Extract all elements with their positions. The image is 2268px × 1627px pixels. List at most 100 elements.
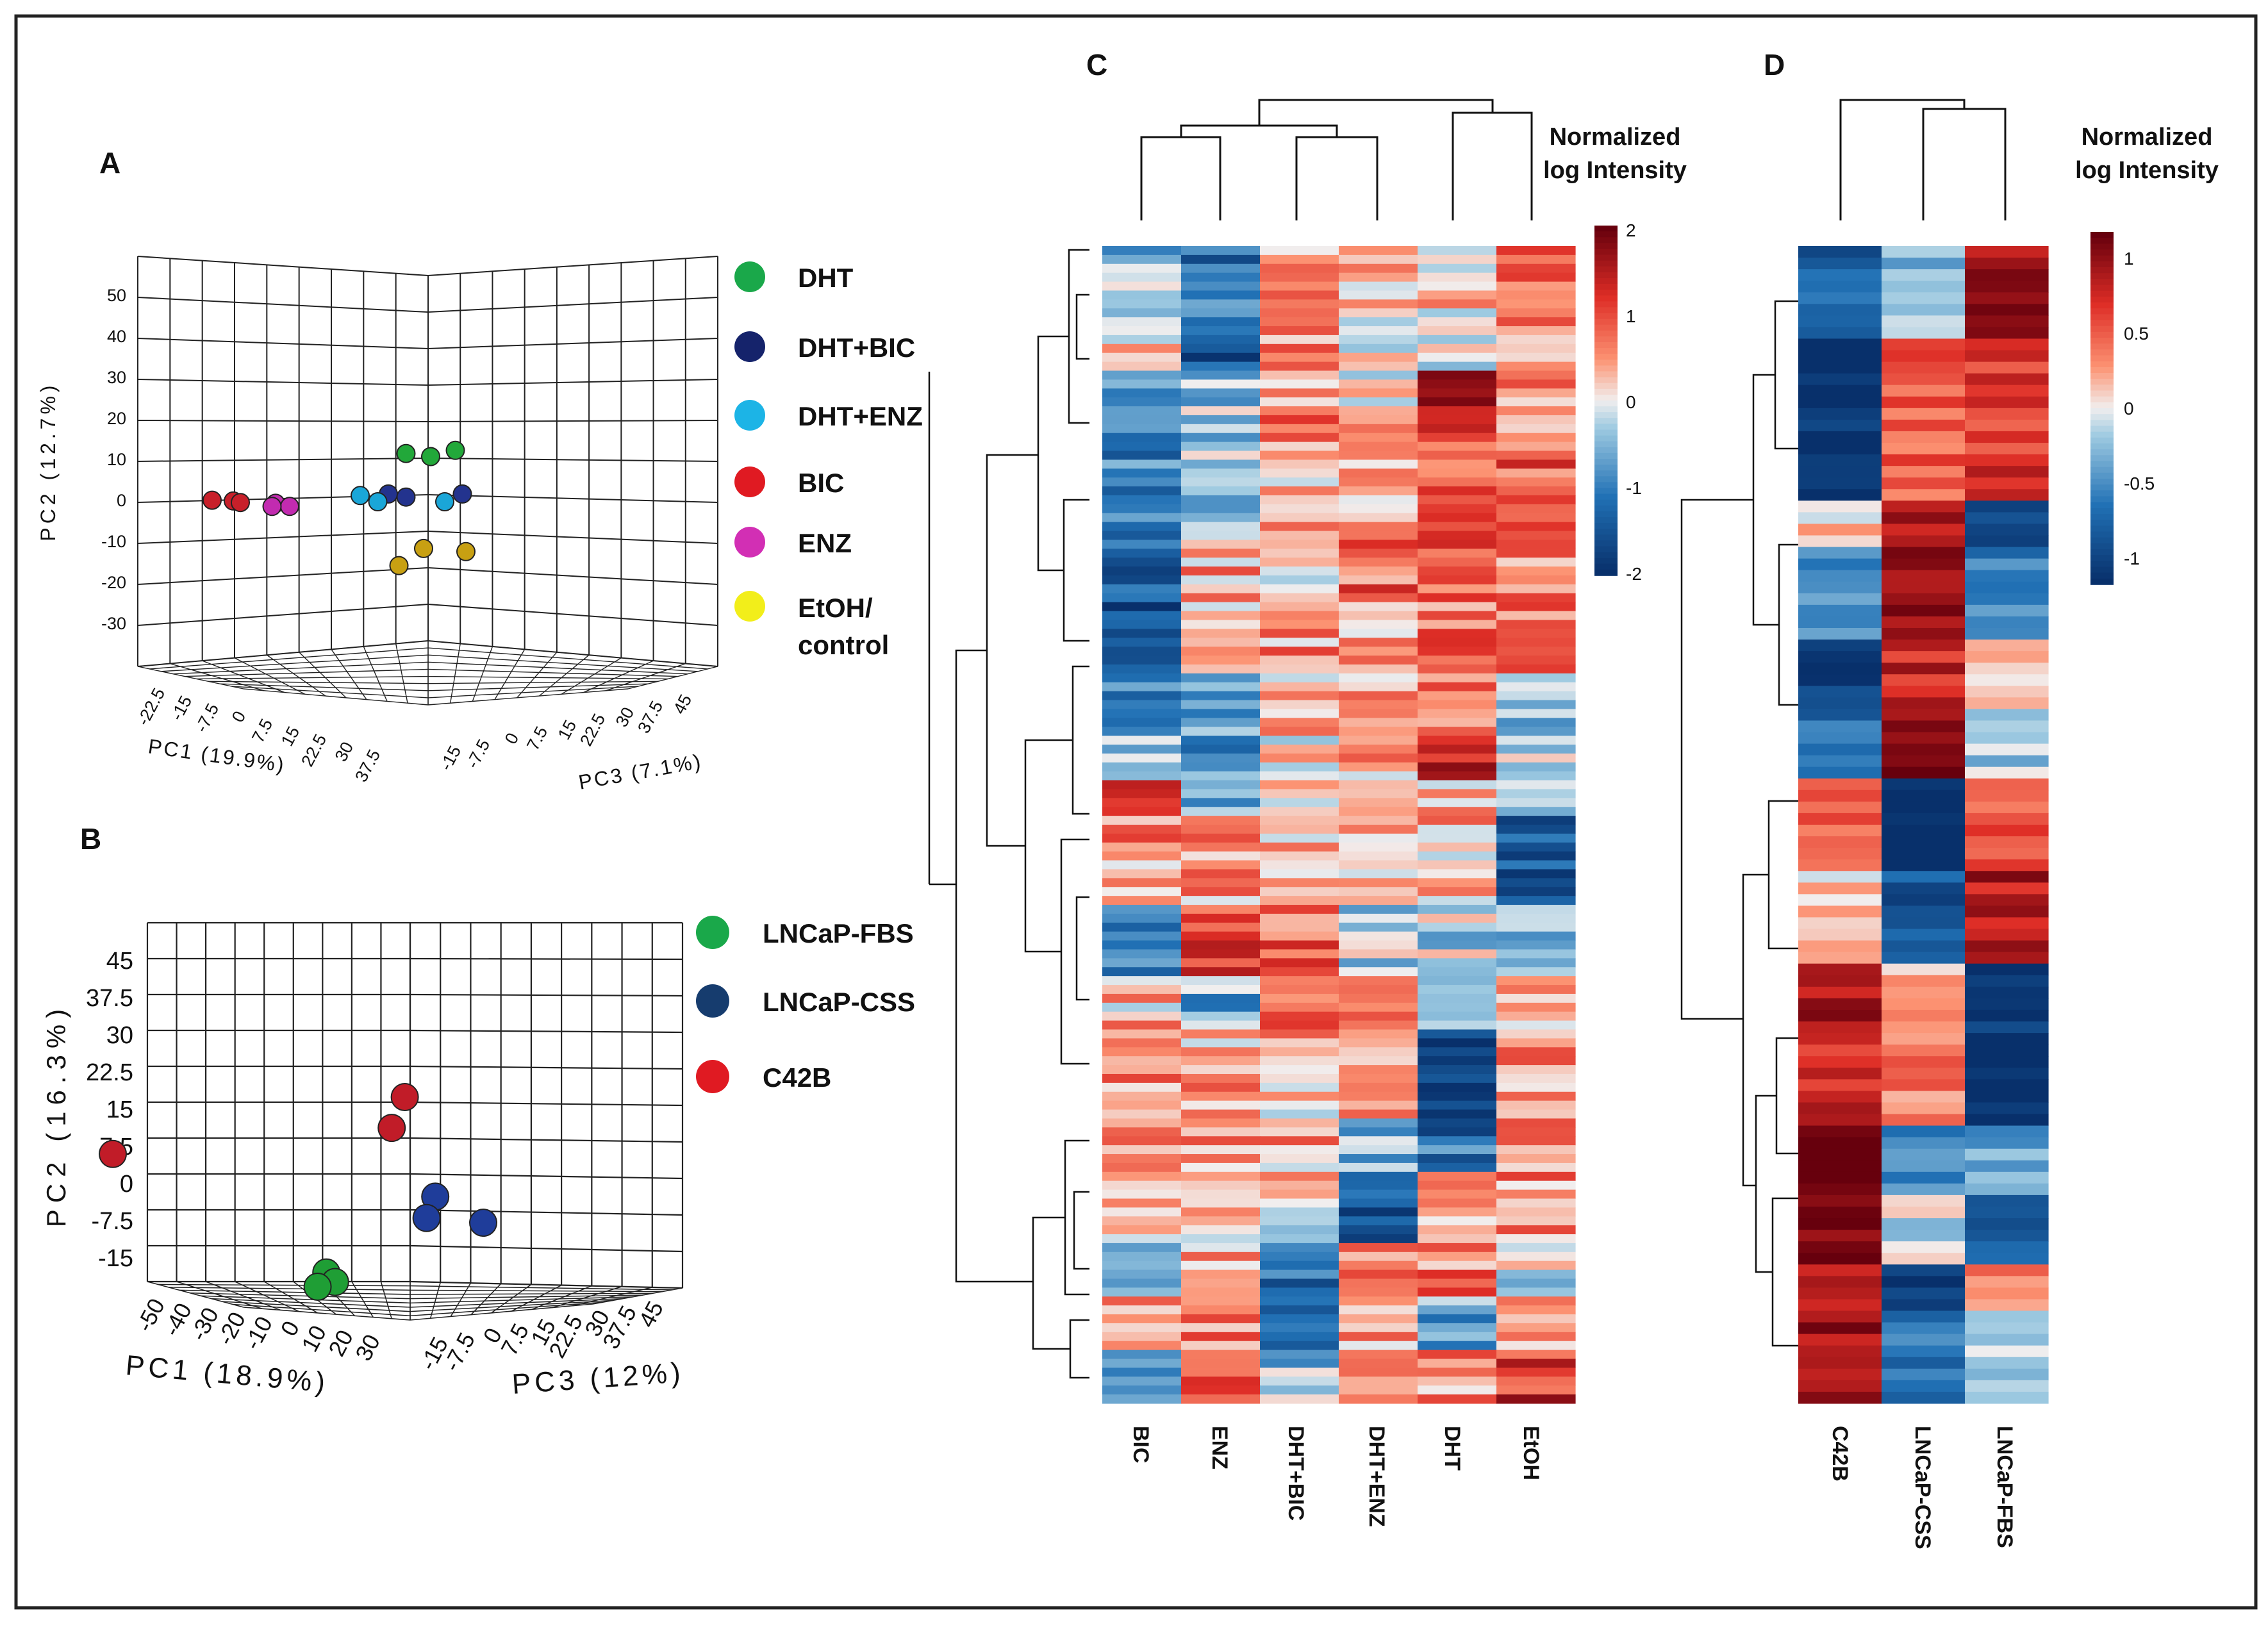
heatmap-cell [1965, 720, 2049, 733]
heatmap-cell [1496, 1198, 1576, 1208]
color-scale-step [1594, 359, 1618, 367]
color-scale-step [2090, 379, 2114, 386]
heatmap-cell [1798, 929, 1882, 941]
heatmap-cell [1339, 379, 1418, 389]
heatmap-cell [1339, 1145, 1418, 1155]
color-scale-step [2090, 361, 2114, 368]
heatmap-cell [1965, 801, 2049, 814]
heatmap-cell [1339, 602, 1418, 612]
grid-line [427, 297, 718, 313]
heatmap-cell [1418, 905, 1497, 914]
heatmap-cell [1339, 691, 1418, 701]
heatmap-cell [1798, 524, 1882, 536]
heatmap-cell [1418, 477, 1497, 487]
heatmap-cell [1418, 1207, 1497, 1217]
heatmap-cell [1181, 522, 1261, 532]
grid-line [410, 1101, 683, 1107]
heatmap-cell [1260, 753, 1339, 763]
panel-b-x-tick: 20 [323, 1326, 358, 1361]
heatmap-cell [1102, 442, 1182, 452]
heatmap-cell [1339, 1100, 1418, 1111]
color-scale-step [2090, 232, 2114, 238]
grid-line [158, 1284, 411, 1287]
heatmap-cell [1102, 1341, 1182, 1351]
heatmap-cell [1181, 1341, 1261, 1351]
heatmap-cell [1339, 343, 1418, 354]
color-scale-step [2090, 425, 2114, 433]
heatmap-cell [1260, 620, 1339, 629]
heatmap-cell [1260, 1234, 1339, 1244]
heatmap-cell [1339, 673, 1418, 683]
heatmap-cell [1418, 468, 1497, 478]
heatmap-cell [1260, 1047, 1339, 1057]
color-scale-step [2090, 467, 2114, 474]
heatmap-cell [1882, 1241, 1966, 1253]
heatmap-cell [1882, 871, 1966, 883]
heatmap-cell [1102, 370, 1182, 380]
color-scale-step [1594, 435, 1618, 442]
heatmap-cell [1181, 486, 1261, 496]
heatmap-cell [1102, 388, 1182, 398]
heatmap-cell [1882, 327, 1966, 340]
heatmap-cell [1965, 616, 2049, 629]
heatmap-cell [1260, 1207, 1339, 1217]
panel-b-z-tick: 37.5 [597, 1301, 641, 1353]
heatmap-cell [1181, 1332, 1261, 1342]
color-scale-step [2090, 561, 2114, 568]
heatmap-cell [1181, 780, 1261, 790]
heatmap-cell [1496, 878, 1576, 888]
heatmap-cell [1965, 1264, 2049, 1276]
panel-b-y-tick: -7.5 [92, 1208, 133, 1235]
heatmap-cell [1882, 1299, 1966, 1312]
dendro-link [1069, 1319, 1089, 1379]
heatmap-cell [1496, 1341, 1576, 1351]
heatmap-cell [1102, 308, 1182, 318]
heatmap-cell [1798, 419, 1882, 432]
color-scale-step [2090, 249, 2114, 256]
legend-label-enz: ENZ [798, 528, 852, 558]
heatmap-cell [1882, 1206, 1966, 1219]
heatmap-cell [1260, 504, 1339, 514]
color-scale-step [2090, 320, 2114, 327]
panel-c-row-dendrogram [928, 249, 1089, 1379]
heatmap-cell [1339, 1189, 1418, 1200]
heatmap-cell [1102, 326, 1182, 336]
heatmap-cell [1798, 616, 1882, 629]
heatmap-cell [1339, 940, 1418, 950]
heatmap-cell [1260, 388, 1339, 398]
heatmap-cell [1418, 833, 1497, 843]
heatmap-cell [1882, 963, 1966, 976]
heatmap-cell [1260, 798, 1339, 807]
heatmap-cell [1965, 489, 2049, 501]
heatmap-cell [1181, 1207, 1261, 1217]
heatmap-cell [1496, 406, 1576, 416]
color-scale-step [1594, 231, 1618, 238]
legend-marker-lncap-fbs [696, 916, 729, 949]
heatmap-cell [1418, 299, 1497, 309]
heatmap-cell [1339, 433, 1418, 443]
heatmap-cell [1965, 789, 2049, 802]
color-scale-step [2090, 338, 2114, 344]
dendro-link [1775, 1037, 1798, 1155]
heatmap-cell [1339, 424, 1418, 434]
heatmap-cell [1965, 640, 2049, 652]
heatmap-cell [1418, 1260, 1497, 1271]
heatmap-cell [1339, 1385, 1418, 1395]
heatmap-cell [1965, 1114, 2049, 1127]
heatmap-cell [1882, 1391, 1966, 1404]
color-scale-step [2090, 373, 2114, 379]
heatmap-cell [1418, 495, 1497, 505]
color-scale-step [2090, 537, 2114, 544]
heatmap-cell [1418, 691, 1497, 701]
heatmap-cell [1496, 780, 1576, 790]
color-scale-step [1594, 569, 1618, 576]
heatmap-cell [1339, 370, 1418, 380]
heatmap-cell [1260, 1091, 1339, 1102]
heatmap-cell [1181, 1073, 1261, 1084]
heatmap-cell [1798, 466, 1882, 478]
heatmap-cell [1181, 1323, 1261, 1333]
heatmap-cell [1418, 1314, 1497, 1324]
point-lncap-fbs [303, 1273, 332, 1301]
heatmap-cell [1260, 299, 1339, 309]
heatmap-cell [1181, 985, 1261, 995]
